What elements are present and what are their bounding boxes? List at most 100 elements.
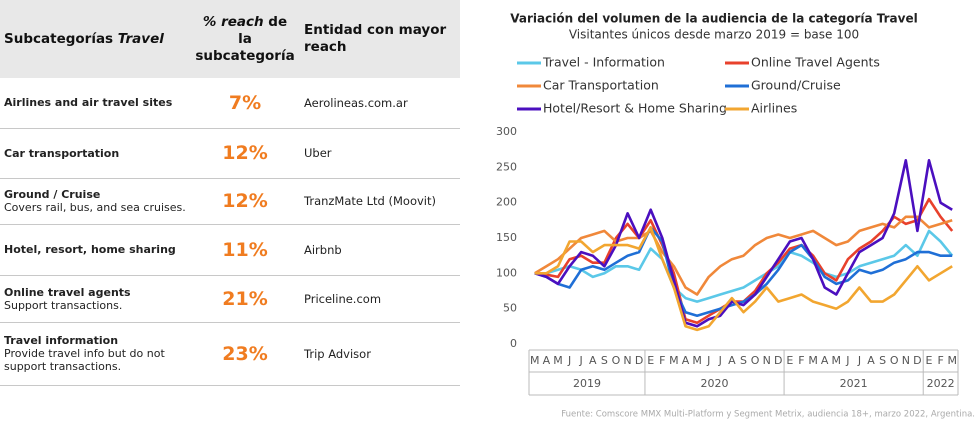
reach-value: 7% — [190, 78, 300, 129]
reach-value: 21% — [190, 275, 300, 323]
legend-label: Airlines — [751, 101, 797, 116]
series-line — [534, 226, 953, 332]
entity-name: Trip Advisor — [300, 322, 460, 386]
legend-label: Hotel/Resort & Home Sharing — [543, 101, 727, 116]
x-tick-label: E — [647, 354, 654, 367]
x-tick-label: O — [751, 354, 760, 367]
x-tick-label: M — [669, 354, 679, 367]
subcategory-name: Hotel, resort, home sharing — [4, 243, 176, 256]
table-row: Online travel agents Support transactions… — [0, 275, 460, 323]
subcategory-name: Ground / Cruise — [4, 188, 101, 201]
x-tick-label: N — [902, 354, 910, 367]
header-cell: Entidad con mayor reach — [300, 0, 460, 78]
y-tick-label: 250 — [496, 160, 517, 173]
x-tick-label: E — [786, 354, 793, 367]
header-cell: Subcategorías Travel — [0, 0, 190, 78]
legend-label: Online Travel Agents — [751, 55, 880, 70]
x-group-label: 2022 — [927, 377, 955, 390]
x-tick-label: F — [937, 354, 943, 367]
subcategory-description: Support transactions. — [4, 298, 123, 312]
header-cell: % reach de la subcategoría — [190, 0, 300, 78]
x-tick-label: D — [635, 354, 643, 367]
entity-name: Aerolineas.com.ar — [300, 78, 460, 129]
x-tick-label: F — [659, 354, 665, 367]
chart-subtitle: Visitantes únicos desde marzo 2019 = bas… — [569, 28, 859, 42]
series-line — [534, 229, 954, 303]
x-tick-label: M — [832, 354, 842, 367]
x-tick-label: S — [601, 354, 608, 367]
x-tick-label: D — [913, 354, 921, 367]
y-tick-label: 200 — [496, 196, 517, 209]
header-text: % reach — [202, 13, 264, 30]
table-row: Ground / Cruise Covers rail, bus, and sea… — [0, 178, 460, 225]
x-tick-label: J — [845, 354, 849, 367]
x-tick-label: D — [774, 354, 782, 367]
series-line — [534, 226, 953, 317]
x-tick-label: O — [612, 354, 621, 367]
y-tick-label: 150 — [496, 231, 517, 244]
subcategory-name: Online travel agents — [4, 285, 131, 299]
x-tick-label: A — [821, 354, 829, 367]
reach-value: 12% — [190, 178, 300, 225]
x-tick-label: M — [808, 354, 818, 367]
subcategory-name: Travel information — [4, 334, 119, 347]
x-group-label: 2021 — [840, 377, 868, 390]
header-row: Subcategorías Travel% reach de la subcat… — [0, 0, 460, 78]
subcategory-cell: Ground / Cruise Covers rail, bus, and sea… — [0, 178, 190, 225]
subcategory-cell: Airlines and air travel sites — [0, 78, 190, 129]
x-tick-label: N — [623, 354, 631, 367]
x-tick-label: A — [589, 354, 597, 367]
x-tick-label: A — [543, 354, 551, 367]
series-line — [534, 215, 953, 296]
x-tick-label: O — [890, 354, 899, 367]
subcategory-name: Airlines and air travel sites — [4, 96, 173, 110]
table-row: Airlines and air travel sites 7% Aerolinea… — [0, 78, 460, 129]
x-group-label: 2019 — [573, 377, 601, 390]
reach-value: 12% — [190, 128, 300, 179]
x-tick-label: M — [692, 354, 702, 367]
series-line — [534, 159, 953, 328]
x-tick-label: S — [740, 354, 747, 367]
x-tick-label: E — [926, 354, 933, 367]
source-note: Fuente: Comscore MMX Multi-Platform y Se… — [561, 410, 975, 420]
x-tick-label: J — [718, 354, 722, 367]
x-group-label: 2020 — [701, 377, 729, 390]
x-tick-label: J — [706, 354, 710, 367]
x-tick-label: J — [579, 354, 583, 367]
table-row: Hotel, resort, home sharing 11% Airbnb — [0, 224, 460, 276]
x-tick-label: S — [879, 354, 886, 367]
legend-label: Car Transportation — [543, 78, 659, 93]
x-tick-label: A — [867, 354, 875, 367]
table-row: Travel information Provide travel info bu… — [0, 322, 460, 386]
header-text: Travel — [117, 30, 164, 47]
x-tick-label: M — [530, 354, 540, 367]
legend-label: Travel - Information — [542, 55, 665, 70]
subcategory-cell: Car transportation — [0, 128, 190, 179]
header-text: Entidad con mayor reach — [304, 22, 447, 55]
subcategory-cell: Online travel agents Support transactions… — [0, 275, 190, 323]
table-row: Car transportation 12% Uber — [0, 128, 460, 179]
reach-table: Subcategorías Travel% reach de la subcat… — [0, 0, 460, 386]
x-tick-label: M — [947, 354, 957, 367]
y-tick-label: 300 — [496, 125, 517, 138]
subcategory-cell: Travel information Provide travel info bu… — [0, 322, 190, 386]
subcategory-cell: Hotel, resort, home sharing — [0, 224, 190, 276]
subcategory-description: Covers rail, bus, and sea cruises. — [4, 201, 186, 214]
reach-value: 11% — [190, 224, 300, 276]
y-tick-label: 0 — [510, 337, 517, 350]
header-text: de la subcategoría — [195, 13, 295, 64]
legend-label: Ground/Cruise — [751, 78, 841, 93]
entity-name: Uber — [300, 128, 460, 179]
x-tick-label: M — [553, 354, 563, 367]
reach-value: 23% — [190, 322, 300, 386]
entity-name: Priceline.com — [300, 275, 460, 323]
x-tick-label: A — [682, 354, 690, 367]
subcategory-description: Provide travel info but do not support t… — [4, 347, 165, 373]
subcategory-name: Car transportation — [4, 146, 120, 160]
x-tick-label: J — [567, 354, 571, 367]
x-tick-label: J — [857, 354, 861, 367]
x-tick-label: F — [798, 354, 804, 367]
y-tick-label: 50 — [503, 302, 517, 315]
